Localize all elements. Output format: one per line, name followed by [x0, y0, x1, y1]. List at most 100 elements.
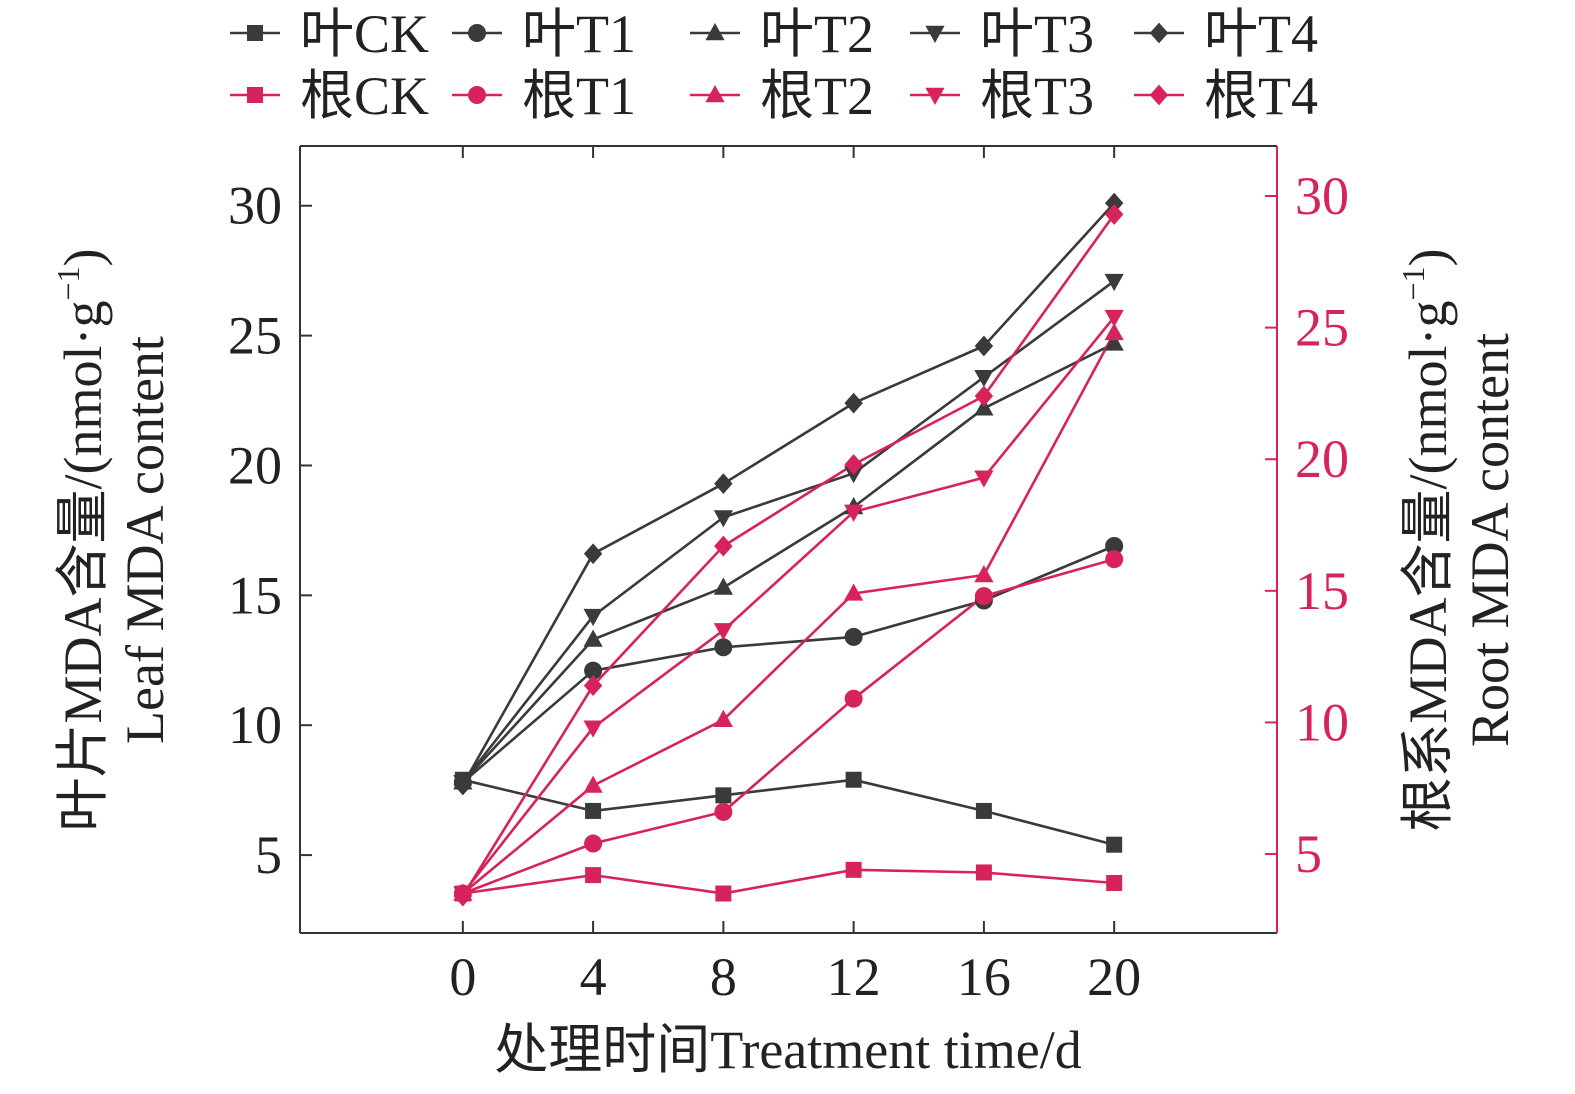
- leaf-t1-point: [584, 661, 603, 680]
- x-tick-label: 20: [1087, 947, 1141, 1007]
- left-y-label-cn: 叶片MDA含量/(nmol·g: [53, 301, 113, 832]
- leaf-t3-point: [583, 608, 603, 627]
- root-t1-point: [844, 689, 863, 708]
- root-t2-point: [713, 709, 733, 727]
- root-t4-point: [1104, 204, 1124, 225]
- right-y-label-sup: −1: [1395, 266, 1431, 300]
- root-ck-point: [845, 861, 862, 878]
- left-y-tick-label: 25: [228, 306, 282, 366]
- root-t2-line: [461, 332, 1116, 895]
- svg-text:根系MDA含量/(nmol·g−1): 根系MDA含量/(nmol·g−1): [1395, 248, 1458, 831]
- leaf-t2-point: [974, 398, 994, 416]
- legend-marker: [247, 87, 263, 103]
- root-t1-point: [1105, 550, 1124, 569]
- leaf-t4-line: [461, 202, 1116, 786]
- left-y-tick-label: 30: [228, 176, 282, 236]
- legend-label: 根T4: [1204, 66, 1318, 126]
- root-ck-point: [715, 885, 732, 902]
- left-y-label-en: Leaf MDA content: [115, 336, 175, 744]
- legend: 叶CK 叶T1 叶T2 叶T3 叶T4 根CK 根T1 根T2 根T3 根T4: [230, 4, 1318, 126]
- leaf-ck-point: [585, 802, 602, 819]
- legend-item-root-ck: 根CK: [230, 66, 429, 126]
- plot-frame: [299, 145, 1278, 934]
- root-t4-point: [453, 885, 473, 907]
- legend-marker: [1149, 22, 1169, 44]
- root-t4-point: [844, 454, 863, 475]
- root-t2-point: [844, 583, 864, 601]
- left-y-tick-label: 20: [228, 435, 282, 495]
- right-y-tick-label: 20: [1295, 429, 1349, 489]
- x-tick-label: 0: [449, 947, 476, 1007]
- x-axis-label: 处理时间Treatment time/d: [494, 1020, 1081, 1080]
- x-tick-label: 12: [827, 947, 881, 1007]
- legend-marker: [247, 25, 263, 41]
- right-y-axis-ticks: 5 10 15 20 25 30: [1265, 166, 1349, 884]
- legend-label: 叶T1: [522, 4, 636, 64]
- x-tick-label: 16: [957, 947, 1011, 1007]
- root-t1-point: [974, 587, 993, 606]
- root-t3-line: [461, 316, 1116, 895]
- legend-marker: [1149, 84, 1169, 106]
- root-t4-point: [974, 385, 994, 407]
- leaf-t4-point: [974, 335, 994, 357]
- legend-label: 叶T4: [1204, 4, 1318, 64]
- legend-item-leaf-t1: 叶T1: [452, 4, 636, 64]
- legend-marker: [925, 87, 945, 105]
- right-y-axis-label: 根系MDA含量/(nmol·g−1) Root MDA content: [1395, 248, 1520, 831]
- x-tick-label: 8: [710, 947, 737, 1007]
- right-y-tick-label: 25: [1295, 298, 1349, 358]
- svg-text:叶片MDA含量/(nmol·g−1): 叶片MDA含量/(nmol·g−1): [50, 248, 113, 831]
- root-t2-point: [974, 565, 994, 583]
- legend-marker: [468, 24, 486, 42]
- legend-marker: [705, 85, 725, 103]
- right-y-tick-label: 30: [1295, 166, 1349, 226]
- legend-label: 根CK: [300, 66, 429, 126]
- root-t3-point: [713, 623, 733, 641]
- right-y-label-en: Root MDA content: [1460, 333, 1520, 747]
- leaf-t2-line: [461, 342, 1115, 784]
- series-lines: [461, 202, 1116, 897]
- leaf-ck-point: [715, 787, 732, 804]
- legend-label: 叶T2: [760, 4, 874, 64]
- leaf-t2-point: [713, 577, 733, 595]
- leaf-ck-line: [462, 778, 1115, 846]
- root-t3-point: [974, 470, 994, 488]
- leaf-t1-line: [461, 544, 1115, 784]
- legend-label: 叶CK: [300, 4, 429, 64]
- legend-marker: [925, 25, 945, 43]
- left-y-label-sup: −1: [50, 266, 86, 300]
- root-ck-line: [462, 868, 1115, 895]
- leaf-ck-point: [1106, 836, 1123, 853]
- right-y-tick-label: 5: [1295, 824, 1322, 884]
- root-ck-point: [975, 864, 992, 881]
- legend-marker: [705, 23, 725, 41]
- legend-item-root-t2: 根T2: [690, 66, 874, 126]
- leaf-t2-point: [1104, 333, 1124, 351]
- left-y-label-close: ): [53, 248, 113, 266]
- root-t1-line: [462, 557, 1115, 895]
- root-t4-point: [583, 675, 603, 696]
- root-ck-point: [1106, 874, 1123, 891]
- root-t3-point: [1104, 309, 1124, 328]
- leaf-t3-point: [713, 510, 733, 528]
- root-t1-point: [584, 834, 603, 853]
- left-y-tick-label: 15: [228, 565, 282, 625]
- left-y-tick-label: 5: [255, 825, 282, 885]
- right-y-label-cn: 根系MDA含量/(nmol·g: [1398, 301, 1458, 832]
- leaf-t3-point: [974, 369, 994, 388]
- legend-label: 根T2: [760, 66, 874, 126]
- x-tick-label: 4: [580, 947, 607, 1007]
- root-t3-point: [844, 504, 864, 522]
- leaf-t4-point: [714, 473, 733, 495]
- left-y-axis-label: 叶片MDA含量/(nmol·g−1) Leaf MDA content: [50, 248, 175, 831]
- leaf-t4-point: [453, 774, 473, 796]
- legend-item-leaf-t4: 叶T4: [1134, 4, 1318, 64]
- root-t1-point: [714, 802, 733, 821]
- leaf-t4-point: [583, 543, 603, 565]
- leaf-t3-point: [1104, 273, 1124, 292]
- leaf-t2-point: [583, 629, 603, 647]
- leaf-ck-point: [975, 802, 992, 819]
- leaf-t4-point: [1104, 192, 1124, 214]
- legend-item-root-t1: 根T1: [452, 66, 636, 126]
- series-markers: [453, 192, 1124, 907]
